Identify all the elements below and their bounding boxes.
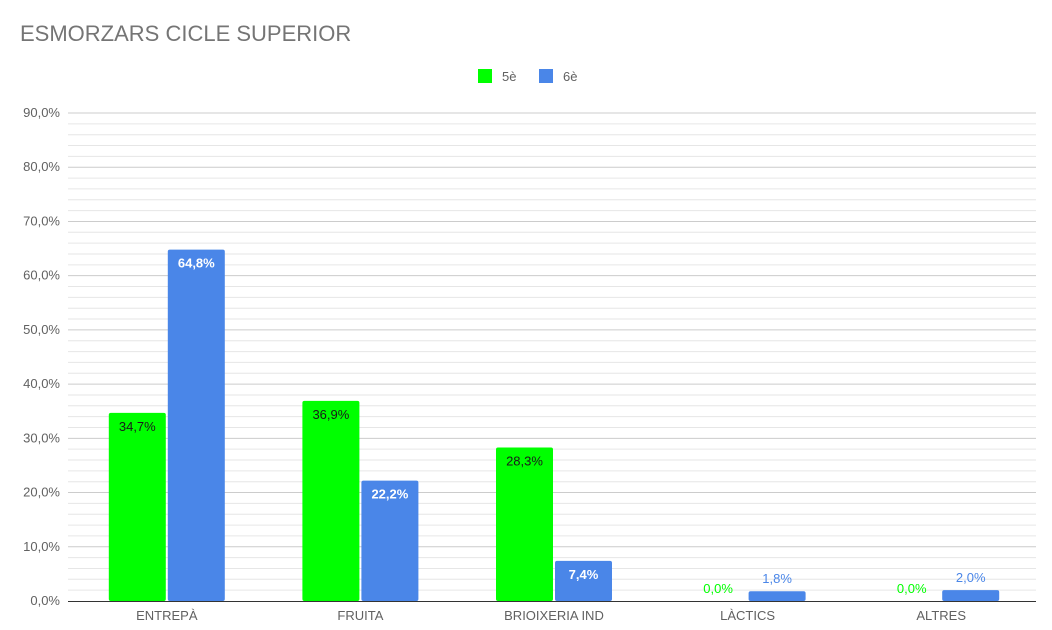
data-label: 1,8% <box>762 571 792 586</box>
data-label: 34,7% <box>119 419 156 434</box>
data-label: 7,4% <box>569 567 599 582</box>
y-tick-label: 50,0% <box>23 322 60 337</box>
bar-2-3 <box>748 591 806 601</box>
bar-1-0 <box>108 412 166 601</box>
y-tick-label: 20,0% <box>23 485 60 500</box>
data-label: 36,9% <box>312 407 349 422</box>
y-axis: 0,0% 10,0% 20,0% 30,0% 40,0% 50,0% 60,0% 70,0% 8… <box>23 105 60 608</box>
bar-2-0 <box>167 249 225 601</box>
bar-2-2 <box>555 560 612 601</box>
y-tick-label: 60,0% <box>23 268 60 283</box>
y-tick-label: 40,0% <box>23 376 60 391</box>
y-tick-label: 80,0% <box>23 159 60 174</box>
legend-label-2: 6è <box>563 69 577 84</box>
bar-1-2 <box>496 447 553 601</box>
x-tick-label: LÀCTICS <box>720 608 775 623</box>
y-tick-label: 0,0% <box>30 593 60 608</box>
legend: 5è 6è <box>478 69 577 84</box>
bar-2-1 <box>361 480 419 601</box>
data-label: 0,0% <box>897 581 927 596</box>
bar-2-4 <box>942 590 1000 601</box>
chart-title: ESMORZARS CICLE SUPERIOR <box>20 21 351 46</box>
bars: 34,7% 64,8% 36,9% 22,2% 28,3% 7,4% 0,0% 1,8% 0,0… <box>108 249 1000 601</box>
bar-1-1 <box>302 400 360 601</box>
data-label: 2,0% <box>956 570 986 585</box>
data-label: 0,0% <box>703 581 733 596</box>
legend-swatch-1 <box>478 69 492 83</box>
data-label: 64,8% <box>178 256 215 271</box>
data-label: 22,2% <box>371 487 408 502</box>
y-tick-label: 90,0% <box>23 105 60 120</box>
x-tick-label: BRIOIXERIA IND <box>504 608 604 623</box>
x-tick-label: FRUITA <box>337 608 383 623</box>
y-tick-label: 30,0% <box>23 430 60 445</box>
x-tick-label: ENTREPÀ <box>136 608 198 623</box>
y-tick-label: 10,0% <box>23 539 60 554</box>
y-tick-label: 70,0% <box>23 213 60 228</box>
data-label: 28,3% <box>506 454 543 469</box>
x-axis: ENTREPÀ FRUITA BRIOIXERIA IND LÀCTICS ALTRES <box>68 601 1036 623</box>
legend-label-1: 5è <box>502 69 516 84</box>
x-tick-label: ALTRES <box>916 608 966 623</box>
legend-swatch-2 <box>539 69 553 83</box>
